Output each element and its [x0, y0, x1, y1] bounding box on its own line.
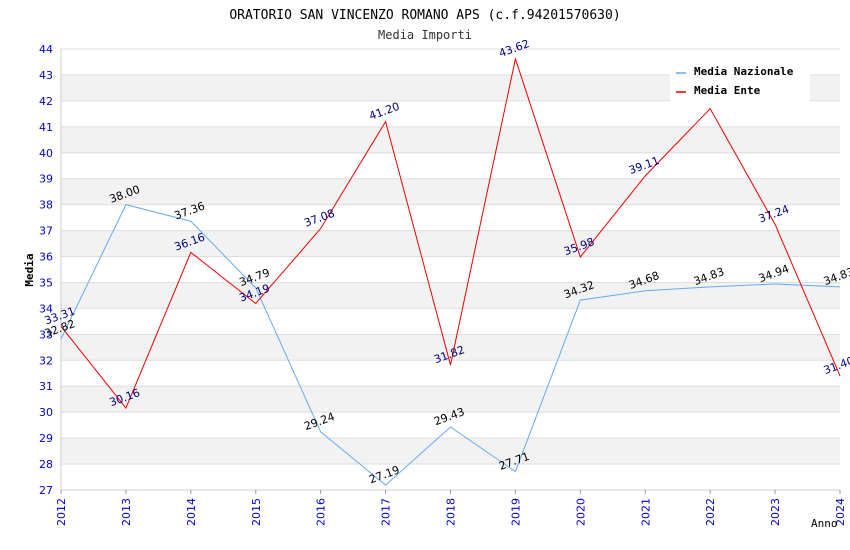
y-tick-labels: 27 28 29 30 31 32 33 34 35 36 37 38 39 40 41 42 43 44	[39, 43, 53, 497]
data-label: 27.19	[367, 463, 401, 486]
x-tick-label: 2019	[509, 498, 522, 526]
x-tick-label: 2013	[120, 498, 133, 526]
grid-band	[61, 438, 840, 465]
data-label: 34.94	[757, 262, 791, 285]
grid-band	[61, 126, 840, 153]
y-tick-label: 30	[39, 406, 53, 419]
legend-label-media-nazionale: Media Nazionale	[694, 65, 794, 78]
x-tick-label: 2012	[55, 498, 68, 526]
x-tick-label: 2014	[185, 498, 198, 526]
y-tick-label: 27	[39, 484, 53, 497]
y-tick-label: 44	[39, 43, 53, 56]
axes	[60, 49, 841, 494]
y-tick-label: 28	[39, 458, 53, 471]
x-tick-labels: 2012 2013 2014 2015 2016 2017 2018 2019 2020 2021…	[55, 498, 847, 526]
data-label: 41.20	[367, 100, 401, 123]
chart-subtitle: Media Importi	[378, 28, 472, 42]
data-label: 43.62	[497, 37, 531, 60]
x-tick-label: 2023	[769, 498, 782, 526]
y-tick-label: 35	[39, 276, 53, 289]
y-tick-label: 43	[39, 69, 53, 82]
grid-band	[61, 334, 840, 361]
series-line-media-ente	[60, 56, 841, 410]
data-label: 39.11	[627, 154, 661, 177]
y-tick-label: 29	[39, 432, 53, 445]
y-tick-label: 31	[39, 380, 53, 393]
data-labels: 32.8238.0037.3634.7929.2427.1929.4327.71…	[43, 37, 850, 486]
grid-band	[61, 386, 840, 413]
y-tick-label: 38	[39, 199, 53, 212]
legend-box	[670, 61, 810, 102]
x-tick-label: 2018	[445, 498, 458, 526]
x-tick-label: 2024	[834, 498, 847, 526]
legend-label-media-ente: Media Ente	[694, 84, 761, 97]
grid-band	[61, 178, 840, 205]
y-tick-label: 42	[39, 95, 53, 108]
series-lines	[60, 56, 841, 486]
y-tick-label: 36	[39, 251, 53, 264]
x-tick-label: 2015	[250, 498, 263, 526]
y-axis-label: Media	[23, 253, 36, 286]
y-tick-label: 32	[39, 354, 53, 367]
x-tick-label: 2016	[315, 498, 328, 526]
chart-title: ORATORIO SAN VINCENZO ROMANO APS (c.f.94…	[229, 8, 620, 23]
legend: Media Nazionale Media Ente	[670, 61, 810, 102]
series-line-media-nazionale	[60, 204, 841, 486]
y-tick-label: 33	[39, 328, 53, 341]
x-tick-label: 2020	[574, 498, 587, 526]
y-tick-label: 39	[39, 173, 53, 186]
y-tick-label: 34	[39, 302, 53, 315]
x-tick-label: 2017	[380, 498, 393, 526]
x-axis-label: Anno	[811, 517, 838, 530]
x-tick-label: 2022	[704, 498, 717, 526]
x-tick-label: 2021	[639, 498, 652, 526]
y-tick-label: 41	[39, 121, 53, 134]
y-tick-label: 37	[39, 225, 53, 238]
y-tick-label: 40	[39, 147, 53, 160]
data-label: 37.08	[302, 207, 336, 230]
